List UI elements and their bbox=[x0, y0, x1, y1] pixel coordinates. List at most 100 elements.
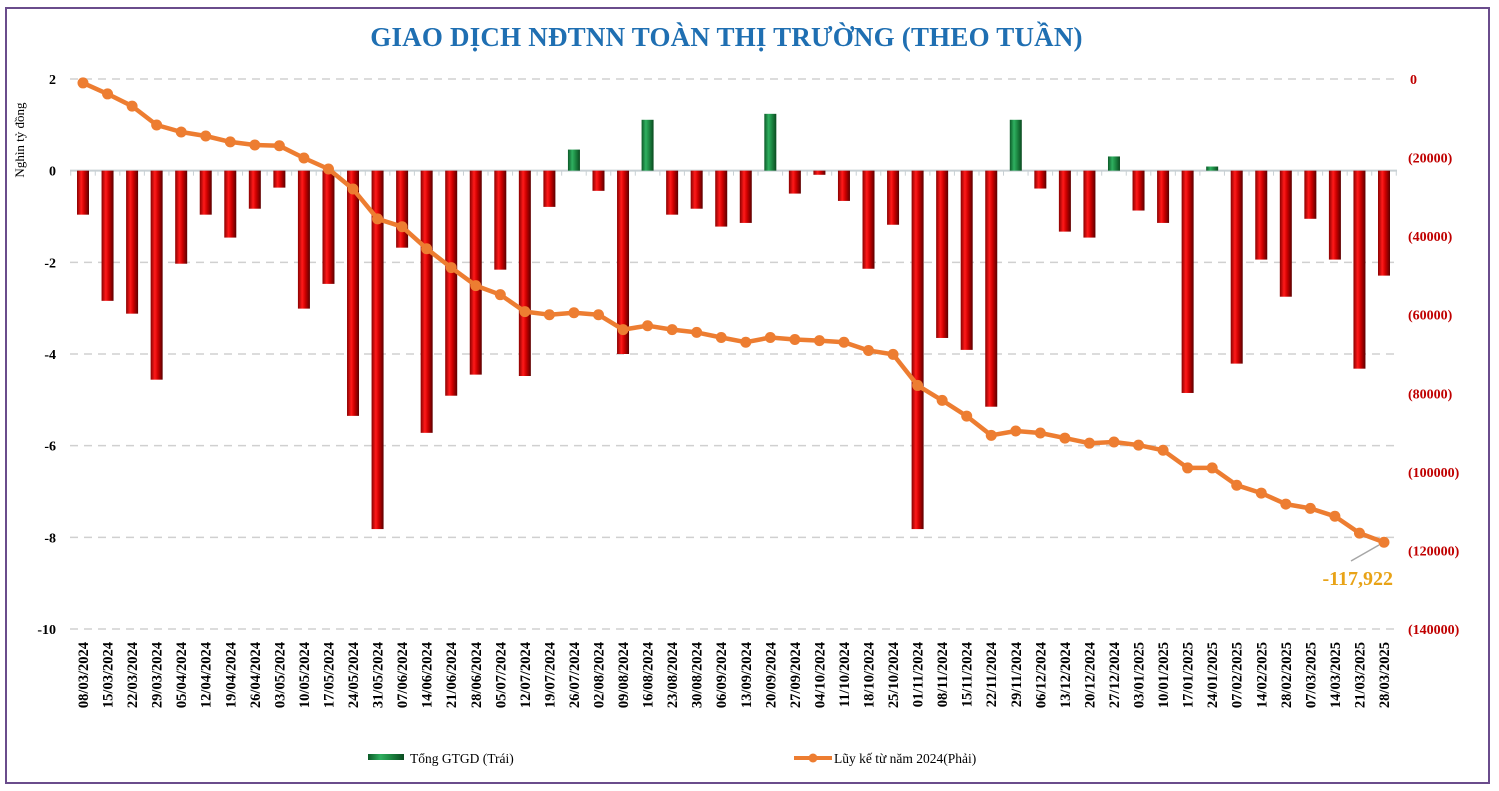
bar bbox=[887, 170, 900, 225]
line-point bbox=[642, 320, 654, 332]
x-tick-label: 13/09/2024 bbox=[739, 642, 755, 708]
x-tick-label: 03/01/2025 bbox=[1132, 642, 1148, 708]
bar bbox=[126, 170, 139, 314]
line-point bbox=[1133, 439, 1145, 451]
line-point bbox=[1206, 462, 1218, 474]
line-point bbox=[1083, 437, 1095, 449]
line-point bbox=[494, 289, 506, 301]
x-tick-label: 01/11/2024 bbox=[911, 642, 927, 707]
right-axis-tick-label: (40000) bbox=[1408, 230, 1453, 245]
line-point bbox=[1378, 536, 1390, 548]
line-point bbox=[445, 262, 457, 274]
line-point bbox=[200, 130, 212, 142]
bar bbox=[911, 170, 924, 530]
line-point bbox=[863, 344, 875, 356]
line-point bbox=[1231, 479, 1243, 491]
legend-line-label: Lũy kế từ năm 2024(Phải) bbox=[834, 751, 976, 766]
x-tick-label: 03/05/2024 bbox=[272, 642, 288, 708]
right-axis-tick-label: (120000) bbox=[1408, 544, 1460, 559]
bar bbox=[690, 170, 703, 209]
line-point bbox=[273, 140, 285, 152]
line-point bbox=[421, 243, 433, 255]
line-point bbox=[151, 119, 163, 131]
bar bbox=[224, 170, 237, 238]
legend: Tổng GTGD (Trái) Lũy kế từ năm 2024(Phải… bbox=[368, 751, 976, 766]
line-point bbox=[1353, 527, 1365, 539]
line-point bbox=[1108, 436, 1120, 448]
bar bbox=[1230, 170, 1243, 364]
x-tick-label: 14/03/2025 bbox=[1328, 642, 1344, 708]
line-point bbox=[1010, 425, 1022, 437]
right-axis-tick-label: (20000) bbox=[1408, 152, 1453, 167]
right-axis-tick-label: (60000) bbox=[1408, 309, 1453, 324]
bar bbox=[1328, 170, 1341, 260]
left-axis-tick-label: -4 bbox=[44, 348, 56, 363]
line-point bbox=[543, 309, 555, 321]
x-tick-label: 11/10/2024 bbox=[837, 642, 853, 707]
line-point bbox=[936, 394, 948, 406]
x-tick-label: 20/12/2024 bbox=[1082, 642, 1098, 708]
bar bbox=[150, 170, 163, 380]
x-tick-label: 04/10/2024 bbox=[812, 642, 828, 708]
x-tick-label: 18/10/2024 bbox=[862, 642, 878, 708]
bar bbox=[1058, 170, 1071, 232]
bar bbox=[666, 170, 679, 215]
line-point bbox=[715, 332, 727, 343]
bar bbox=[1132, 170, 1145, 211]
x-tick-label: 08/11/2024 bbox=[935, 642, 951, 707]
bar bbox=[1279, 170, 1292, 297]
bar bbox=[1157, 170, 1170, 223]
left-axis-tick-label: -6 bbox=[44, 440, 56, 455]
line-point bbox=[1280, 498, 1292, 510]
legend-item-bar[interactable]: Tổng GTGD (Trái) bbox=[368, 751, 514, 766]
x-tick-label: 08/03/2024 bbox=[76, 642, 92, 708]
x-tick-label: 26/04/2024 bbox=[248, 642, 264, 708]
line-point bbox=[1059, 432, 1071, 444]
legend-item-line[interactable]: Lũy kế từ năm 2024(Phải) bbox=[794, 751, 976, 766]
x-tick-label: 20/09/2024 bbox=[763, 642, 779, 708]
bar bbox=[788, 170, 801, 194]
line-point bbox=[789, 333, 801, 345]
x-tick-label: 28/02/2025 bbox=[1279, 642, 1295, 708]
right-axis-tick-label: (140000) bbox=[1408, 623, 1460, 638]
chart-title: GIAO DỊCH NĐTNN TOÀN THỊ TRƯỜNG (THEO TU… bbox=[370, 22, 1083, 52]
bar bbox=[175, 170, 188, 264]
bar bbox=[1378, 170, 1390, 276]
bar bbox=[715, 170, 728, 227]
bar bbox=[837, 170, 850, 201]
line-point bbox=[126, 100, 138, 112]
line-point bbox=[224, 136, 236, 148]
bar bbox=[641, 119, 654, 171]
x-tick-label: 15/11/2024 bbox=[960, 642, 976, 707]
line-point bbox=[1255, 487, 1267, 499]
x-tick-label: 22/03/2024 bbox=[125, 642, 141, 708]
bar bbox=[469, 170, 482, 375]
bar bbox=[518, 170, 531, 376]
bar bbox=[420, 170, 433, 433]
bar bbox=[1206, 166, 1219, 171]
chart-frame bbox=[5, 7, 1490, 784]
bar-series bbox=[77, 113, 1390, 530]
bar bbox=[543, 170, 556, 207]
annotation-leader-line bbox=[1350, 544, 1380, 562]
bar bbox=[1255, 170, 1268, 260]
bar bbox=[1181, 170, 1194, 393]
line-point bbox=[322, 163, 334, 175]
bar bbox=[960, 170, 973, 350]
legend-line-marker bbox=[808, 753, 818, 763]
line-point bbox=[372, 213, 384, 225]
line-point bbox=[1157, 444, 1169, 456]
line-point bbox=[1329, 510, 1341, 522]
line-point bbox=[519, 306, 531, 318]
line-point bbox=[912, 379, 924, 391]
bar bbox=[1353, 170, 1366, 369]
line-point bbox=[568, 307, 580, 319]
line-point bbox=[691, 326, 703, 338]
x-tick-label: 06/12/2024 bbox=[1033, 642, 1049, 708]
x-tick-label: 24/01/2025 bbox=[1205, 642, 1221, 708]
bar bbox=[985, 170, 998, 407]
final-value-annotation: -117,922 bbox=[1322, 568, 1393, 590]
gridlines bbox=[70, 78, 1397, 630]
x-tick-label: 21/03/2025 bbox=[1353, 642, 1369, 708]
line-point bbox=[470, 280, 482, 292]
